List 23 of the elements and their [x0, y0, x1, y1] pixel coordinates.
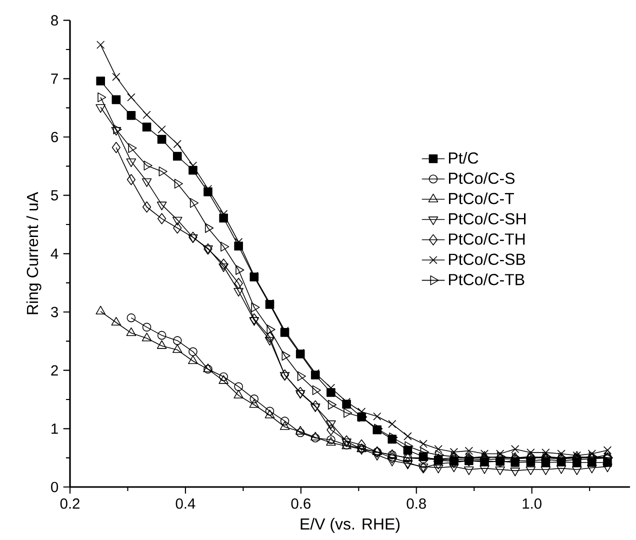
y-tick-label: 4 — [50, 248, 58, 259]
y-tick-label: 5 — [51, 190, 58, 200]
x-tick-label: 0.2 — [60, 498, 80, 509]
legend-label: PtCo/C-S — [449, 172, 515, 184]
y-tick-label: 3 — [51, 306, 58, 318]
legend-label: PtCo/C-TB — [449, 274, 524, 286]
y-tick-label: 2 — [51, 365, 58, 376]
legend-label: PtCo/C-SH — [449, 212, 526, 224]
legend-label: Pt/C — [449, 152, 478, 164]
y-tick-label: 8 — [51, 15, 58, 26]
x-tick-label: 1.0 — [522, 498, 542, 509]
legend-label: PtCo/C-TH — [449, 232, 525, 245]
x-tick-label: 0.8 — [406, 498, 426, 509]
y-tick-label: 1 — [52, 424, 58, 434]
x-tick-label: 0.6 — [291, 498, 310, 509]
y-tick-label: 6 — [51, 132, 58, 142]
y-tick-label: 7 — [51, 74, 58, 84]
legend-label: PtCo/C-SB — [449, 253, 526, 265]
y-tick-label: 0 — [51, 482, 58, 492]
x-axis-title: E/V (vs. RHE) — [300, 518, 400, 533]
x-tick-label: 0.4 — [176, 498, 196, 509]
legend-label: PtCo/C-T — [449, 192, 514, 204]
y-axis-title: Ring Current / uA — [26, 192, 42, 314]
